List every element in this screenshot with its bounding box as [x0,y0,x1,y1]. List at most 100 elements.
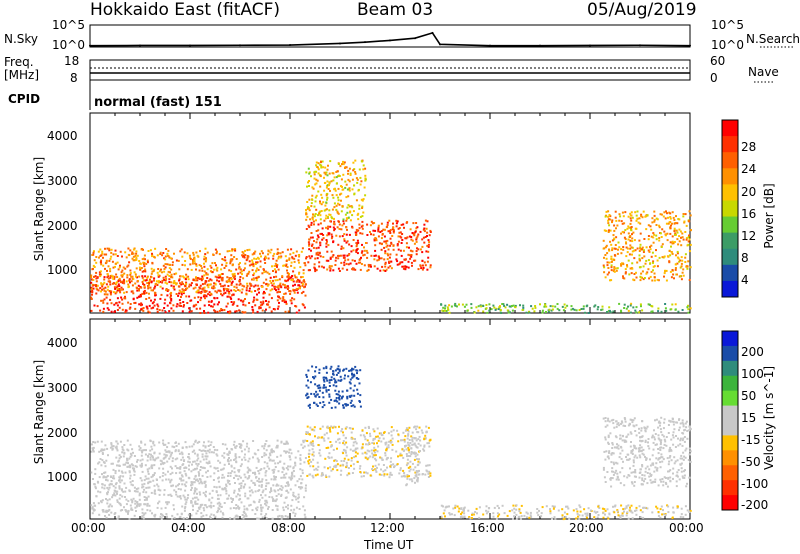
power-cell [608,261,611,264]
power-cell [346,254,349,257]
power-cell [329,267,332,270]
power-cell [200,279,203,282]
velocity-cell [332,384,335,387]
power-cell [229,262,232,265]
power-cell [216,269,219,272]
velocity-cell [113,489,116,492]
velocity-cell [92,449,95,451]
power-cell [313,177,316,180]
velocity-cell [284,443,286,445]
power-cell [497,308,500,310]
power-cell [106,302,109,305]
power-cell [242,303,245,306]
velocity-cell [116,499,119,502]
power-cell [321,238,324,241]
power-cell [213,303,216,306]
velocity-cell [344,403,347,406]
velocity-cell [227,458,229,461]
power-cell [335,204,338,207]
power-cell [628,226,631,229]
power-cell [243,267,246,270]
velocity-cell [169,480,172,483]
velocity-cell [198,491,201,494]
velocity-cell [292,466,295,469]
power-cell [337,267,340,270]
velocity-cell [407,462,410,465]
velocity-cell [196,454,199,457]
freq-right-label: Nave [748,65,779,79]
power-cell [528,311,531,314]
power-cell [212,285,215,288]
power-cell [305,228,308,230]
power-cell [257,268,260,271]
velocity-cell [115,447,118,450]
velocity-cell [201,474,204,477]
velocity-cell [96,440,99,443]
velocity-cell [594,511,597,514]
power-cell [124,295,126,298]
power-cell [632,231,635,234]
power-cell [180,283,183,286]
velocity-cell [381,458,384,461]
velocity-cell [187,460,190,463]
velocity-cell [106,486,109,489]
velocity-cell [193,477,196,480]
velocity-cell [97,502,100,505]
velocity-cell [638,505,641,508]
power-cell [630,219,633,222]
power-cell [349,172,352,175]
power-cell [252,263,255,265]
power-cell [251,269,254,272]
velocity-cell [179,497,182,500]
xtick-0800: 08:00 [271,521,306,535]
velocity-cell [682,516,685,519]
power-cell [426,260,429,263]
power-cell [121,302,124,305]
power-cell [106,247,109,250]
power-cell [319,255,322,258]
velocity-cell [114,512,117,514]
velocity-cell [215,453,218,456]
power-cell [397,235,400,238]
power-cell [163,302,166,305]
velocity-cell [312,376,314,379]
power-cell [315,241,318,244]
velocity-cell [239,446,242,449]
velocity-cell [405,484,408,487]
power-cell [257,284,260,287]
power-cell [168,278,171,281]
power-cell [239,271,242,274]
velocity-cell [310,460,313,463]
velocity-cell [368,450,371,453]
velocity-cell [149,480,152,483]
velocity-cell [140,440,143,443]
velocity-cell [130,454,133,457]
velocity-cell [330,469,333,472]
power-cell [334,264,337,266]
power-cell [232,293,235,296]
power-cell [246,249,249,252]
power-cell [358,223,361,226]
velocity-cell [642,516,645,519]
velocity-cell [255,466,258,469]
power-cell [361,227,364,230]
velocity-cell [118,479,121,481]
velocity-cell [284,515,287,518]
power-cell [273,287,276,290]
velocity-cell [297,500,300,503]
velocity-cell [336,469,339,472]
power-cell [305,213,308,216]
velocity-cell [540,512,543,515]
power-cell [99,255,102,257]
velocity-cell [361,452,364,455]
power-cell [275,289,277,292]
power-cell [253,257,256,260]
velocity-cell [187,456,190,459]
velocity-cell [593,516,596,519]
power-cell [387,254,390,257]
power-cell [355,262,358,265]
power-cell [615,219,618,222]
velocity-cell [240,463,243,466]
power-cell [311,186,314,189]
velocity-cell [160,517,163,520]
